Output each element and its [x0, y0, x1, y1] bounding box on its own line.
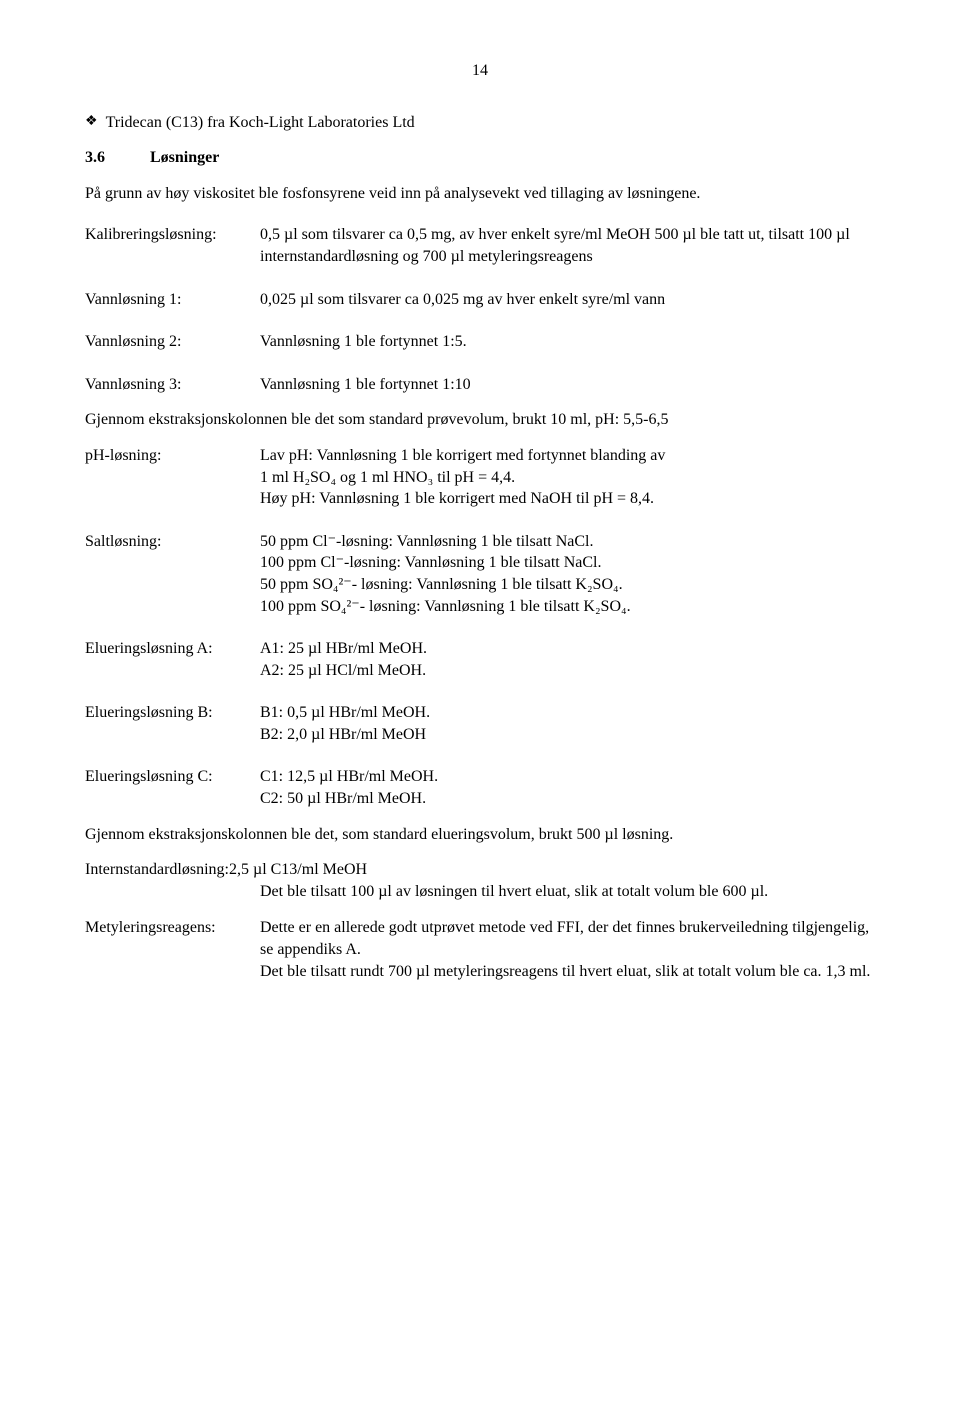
def-value-line: 100 ppm SO₄²⁻- løsning: Vannløsning 1 bl…	[260, 596, 875, 618]
def-value-line: A1: 25 µl HBr/ml MeOH.	[260, 638, 875, 660]
def-label: Metyleringsreagens:	[85, 917, 260, 939]
def-eluering-a: Elueringsløsning A: A1: 25 µl HBr/ml MeO…	[85, 638, 875, 681]
list-bullet-icon: ❖	[85, 113, 98, 132]
def-value-line: 100 ppm Cl⁻-løsning: Vannløsning 1 ble t…	[260, 552, 875, 574]
def-vann3: Vannløsning 3: Vannløsning 1 ble fortynn…	[85, 374, 875, 396]
def-value-line: C1: 12,5 µl HBr/ml MeOH.	[260, 766, 875, 788]
intro-paragraph: På grunn av høy viskositet ble fosfonsyr…	[85, 183, 875, 205]
def-value-line: Det ble tilsatt rundt 700 µl metylerings…	[260, 961, 875, 983]
def-value: Lav pH: Vannløsning 1 ble korrigert med …	[260, 445, 875, 510]
def-value: Det ble tilsatt 100 µl av løsningen til …	[260, 881, 875, 903]
def-salt: Saltløsning: 50 ppm Cl⁻-løsning: Vannløs…	[85, 531, 875, 617]
def-value: 0,025 µl som tilsvarer ca 0,025 mg av hv…	[260, 289, 875, 311]
def-value: C1: 12,5 µl HBr/ml MeOH. C2: 50 µl HBr/m…	[260, 766, 875, 809]
def-ph: pH-løsning: Lav pH: Vannløsning 1 ble ko…	[85, 445, 875, 510]
def-value: Vannløsning 1 ble fortynnet 1:10	[260, 374, 875, 396]
def-value-line: C2: 50 µl HBr/ml MeOH.	[260, 788, 875, 810]
section-header: 3.6 Løsninger	[85, 147, 875, 169]
def-value-line: Høy pH: Vannløsning 1 ble korrigert med …	[260, 488, 875, 510]
def-value-line: 50 ppm SO₄²⁻- løsning: Vannløsning 1 ble…	[260, 574, 875, 596]
def-label: Vannløsning 3:	[85, 374, 260, 396]
def-value: 50 ppm Cl⁻-løsning: Vannløsning 1 ble ti…	[260, 531, 875, 617]
def-vann1: Vannløsning 1: 0,025 µl som tilsvarer ca…	[85, 289, 875, 311]
def-label: Elueringsløsning A:	[85, 638, 260, 660]
def-kalibrering: Kalibreringsløsning: 0,5 µl som tilsvare…	[85, 224, 875, 267]
def-internstandard: Internstandardløsning:2,5 µl C13/ml MeOH…	[85, 859, 875, 902]
list-item-text: Tridecan (C13) fra Koch-Light Laboratori…	[106, 112, 415, 134]
def-value-line: B2: 2,0 µl HBr/ml MeOH	[260, 724, 875, 746]
def-value-line: Lav pH: Vannløsning 1 ble korrigert med …	[260, 445, 875, 467]
def-eluering-c: Elueringsløsning C: C1: 12,5 µl HBr/ml M…	[85, 766, 875, 809]
def-value-line: 50 ppm Cl⁻-løsning: Vannløsning 1 ble ti…	[260, 531, 875, 553]
def-label: Kalibreringsløsning:	[85, 224, 260, 246]
def-label: Elueringsløsning C:	[85, 766, 260, 788]
paragraph-extraction: Gjennom ekstraksjonskolonnen ble det som…	[85, 409, 875, 431]
page-number: 14	[85, 60, 875, 82]
def-value-line: A2: 25 µl HCl/ml MeOH.	[260, 660, 875, 682]
def-eluering-b: Elueringsløsning B: B1: 0,5 µl HBr/ml Me…	[85, 702, 875, 745]
section-number: 3.6	[85, 147, 150, 169]
def-label: Elueringsløsning B:	[85, 702, 260, 724]
def-label: pH-løsning:	[85, 445, 260, 467]
def-value: A1: 25 µl HBr/ml MeOH. A2: 25 µl HCl/ml …	[260, 638, 875, 681]
list-item-row: ❖ Tridecan (C13) fra Koch-Light Laborato…	[85, 112, 875, 134]
def-value-line: B1: 0,5 µl HBr/ml MeOH.	[260, 702, 875, 724]
def-vann2: Vannløsning 2: Vannløsning 1 ble fortynn…	[85, 331, 875, 353]
def-label: Saltløsning:	[85, 531, 260, 553]
paragraph-eluering: Gjennom ekstraksjonskolonnen ble det, so…	[85, 824, 875, 846]
def-value: Dette er en allerede godt utprøvet metod…	[260, 917, 875, 982]
def-label-inline: Internstandardløsning:2,5 µl C13/ml MeOH	[85, 859, 875, 881]
section-title: Løsninger	[150, 147, 219, 169]
def-label: Vannløsning 2:	[85, 331, 260, 353]
def-metylering: Metyleringsreagens: Dette er en allerede…	[85, 917, 875, 982]
def-label: Vannløsning 1:	[85, 289, 260, 311]
def-value-line: 1 ml H₂SO₄ og 1 ml HNO₃ til pH = 4,4.	[260, 467, 875, 489]
def-value-line: Dette er en allerede godt utprøvet metod…	[260, 917, 875, 960]
def-value: 0,5 µl som tilsvarer ca 0,5 mg, av hver …	[260, 224, 875, 267]
def-value: B1: 0,5 µl HBr/ml MeOH. B2: 2,0 µl HBr/m…	[260, 702, 875, 745]
def-value: Vannløsning 1 ble fortynnet 1:5.	[260, 331, 875, 353]
